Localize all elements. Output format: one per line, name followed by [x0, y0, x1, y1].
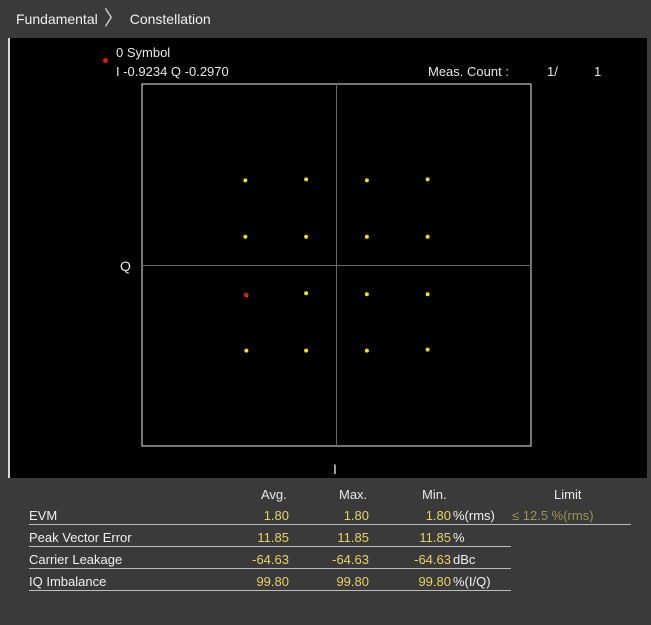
row-max: 1.80 — [343, 508, 369, 523]
row-min: -64.63 — [414, 552, 451, 567]
constellation-point — [243, 234, 248, 239]
row-max: 99.80 — [336, 574, 369, 589]
i-axis-label: I — [333, 461, 337, 477]
q-axis-label: Q — [120, 258, 131, 274]
row-avg: 1.80 — [263, 508, 289, 523]
row-label: Peak Vector Error — [29, 530, 132, 545]
row-limit: ≤ 12.5 %(rms) — [512, 508, 594, 523]
constellation-point — [364, 178, 369, 183]
row-min: 1.80 — [425, 508, 451, 523]
row-max: 11.85 — [337, 530, 369, 545]
meas-count-label: Meas. Count : — [428, 64, 509, 79]
row-unit: %(I/Q) — [453, 574, 491, 589]
divider — [29, 546, 511, 547]
row-unit: % — [453, 530, 465, 545]
breadcrumb-constellation: Constellation — [129, 11, 211, 27]
constellation-plot[interactable] — [0, 0, 651, 478]
divider — [29, 590, 511, 591]
constellation-point — [364, 348, 369, 353]
marker-point — [243, 292, 249, 298]
results-panel: Avg. Max. Min. Limit EVM 1.80 1.80 1.80 … — [0, 478, 651, 625]
row-label: EVM — [29, 508, 58, 523]
title-bar: Fundamental 〉 Constellation — [0, 0, 651, 38]
constellation-point — [425, 177, 430, 182]
col-header-min: Min. — [422, 487, 447, 502]
constellation-point — [304, 348, 309, 353]
row-avg: 11.85 — [257, 530, 289, 545]
right-edge — [647, 38, 651, 478]
breadcrumb-fundamental[interactable]: Fundamental — [16, 11, 98, 27]
constellation-point — [364, 292, 369, 297]
iq-readout: I -0.9234 Q -0.2970 — [116, 64, 229, 79]
row-min: 11.85 — [419, 530, 451, 545]
divider — [29, 524, 631, 525]
constellation-point — [304, 234, 309, 239]
constellation-point — [364, 234, 369, 239]
symbol-label: 0 Symbol — [116, 45, 171, 60]
constellation-point — [243, 178, 248, 183]
row-label: Carrier Leakage — [29, 552, 123, 567]
marker-legend-dot — [103, 58, 108, 63]
row-avg: 99.80 — [256, 574, 289, 589]
constellation-point — [425, 292, 430, 297]
meas-count-total: 1 — [594, 64, 602, 79]
row-max: -64.63 — [332, 552, 369, 567]
constellation-point — [304, 177, 309, 182]
constellation-point — [304, 291, 309, 296]
row-min: 99.80 — [418, 574, 451, 589]
constellation-point — [425, 234, 430, 239]
constellation-point — [425, 347, 430, 352]
row-unit: dBc — [453, 552, 476, 567]
row-avg: -64.63 — [252, 552, 289, 567]
col-header-avg: Avg. — [261, 487, 287, 502]
col-header-limit: Limit — [554, 487, 582, 502]
divider — [29, 568, 511, 569]
breadcrumb-chevron-icon: 〉 — [103, 8, 124, 30]
meas-count-value: 1/ — [547, 64, 558, 79]
row-unit: %(rms) — [453, 508, 495, 523]
left-scroll-edge — [0, 38, 10, 478]
row-label: IQ Imbalance — [29, 574, 107, 589]
col-header-max: Max. — [339, 487, 368, 502]
constellation-point — [244, 348, 249, 353]
